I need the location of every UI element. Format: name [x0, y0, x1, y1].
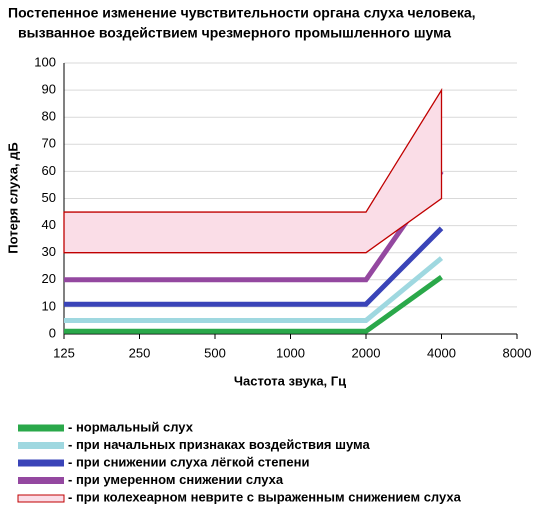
- y-tick-label: 90: [42, 82, 56, 97]
- y-tick-label: 0: [49, 325, 56, 340]
- band-area: [63, 87, 443, 254]
- legend-label: - при начальных признаках воздействия шу…: [68, 437, 370, 452]
- y-tick-label: 100: [34, 54, 56, 69]
- legend-swatch: [17, 494, 65, 503]
- legend-label: - при колехеарном неврите с выраженным с…: [68, 489, 462, 504]
- x-tick-label: 4000: [427, 345, 456, 360]
- series-line: [64, 226, 444, 307]
- y-tick-label: 40: [42, 217, 56, 232]
- x-axis-label: Частота звука, Гц: [234, 373, 346, 388]
- y-tick-label: 70: [42, 136, 56, 151]
- y-tick-label: 50: [42, 190, 56, 205]
- y-tick-label: 30: [42, 244, 56, 259]
- y-tick-label: 80: [42, 109, 56, 124]
- y-axis-label: Потеря слуха, дБ: [5, 142, 20, 254]
- x-tick-label: 1000: [276, 345, 305, 360]
- x-tick-label: 250: [129, 345, 151, 360]
- x-tick-label: 500: [204, 345, 226, 360]
- legend-label: - при умеренном снижении слуха: [68, 472, 284, 487]
- legend-swatch: [18, 459, 64, 467]
- y-tick-label: 20: [42, 271, 56, 286]
- legend-label: - нормальный слух: [68, 419, 194, 434]
- legend-swatch: [18, 477, 64, 484]
- series-line: [64, 256, 444, 323]
- chart-title: вызванное воздействием чрезмерного промы…: [18, 25, 451, 41]
- series-line: [64, 275, 443, 334]
- chart-title: Постепенное изменение чувствительности о…: [8, 5, 476, 21]
- legend-label: - при снижении слуха лёгкой степени: [68, 454, 309, 469]
- x-tick-label: 125: [53, 345, 75, 360]
- y-tick-label: 60: [42, 163, 56, 178]
- y-tick-label: 10: [42, 298, 56, 313]
- legend-swatch: [18, 424, 64, 432]
- x-tick-label: 2000: [352, 345, 381, 360]
- series-line: [64, 169, 444, 283]
- legend-swatch: [18, 442, 64, 449]
- x-tick-label: 8000: [503, 345, 532, 360]
